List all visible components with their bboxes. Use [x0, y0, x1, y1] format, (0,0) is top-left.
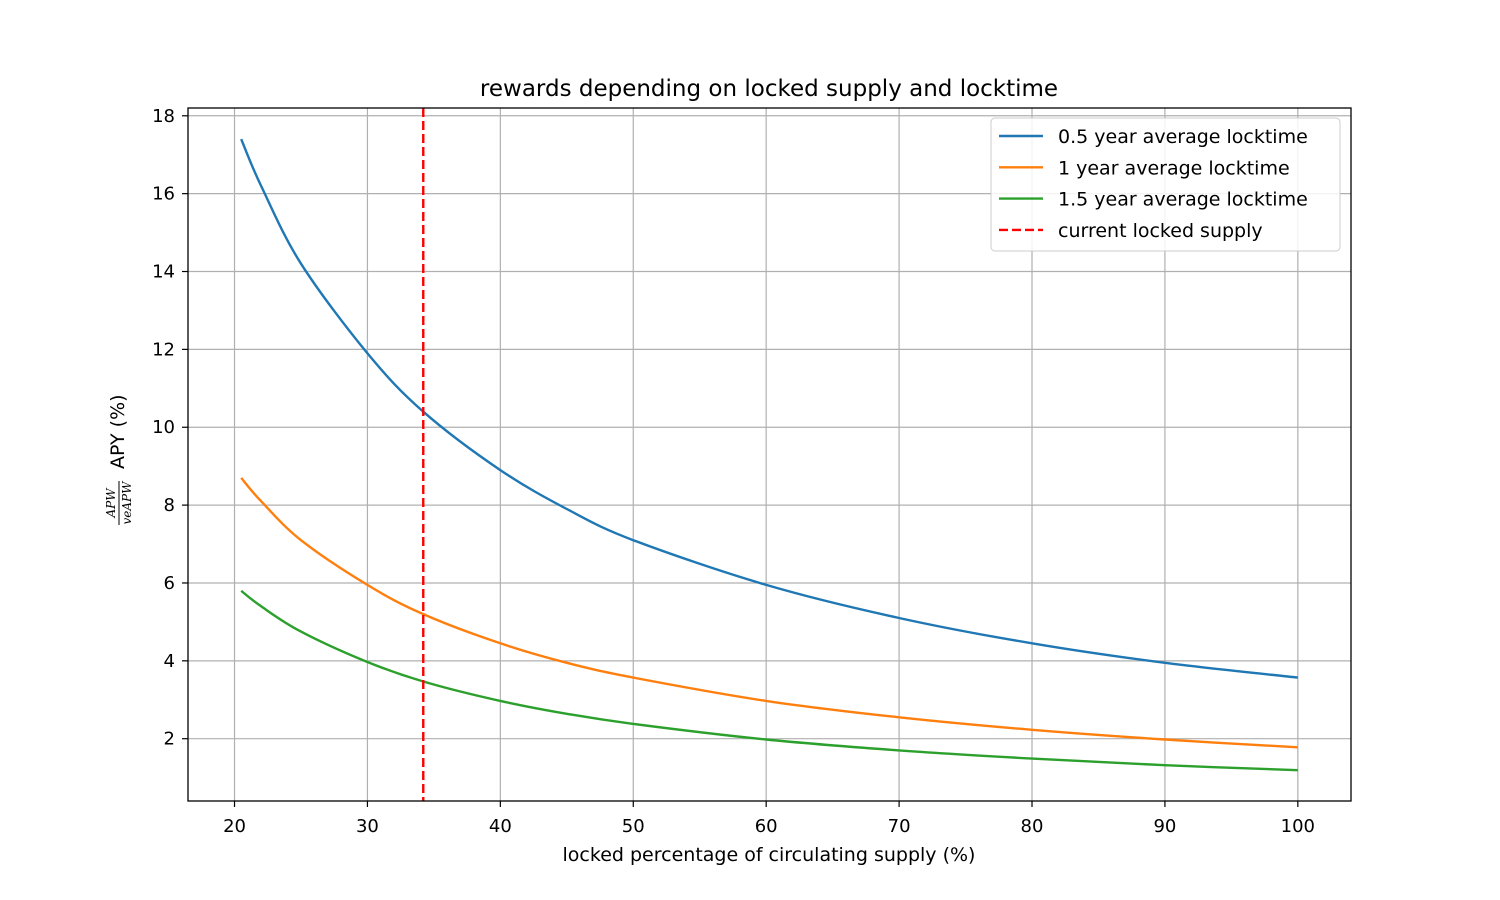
x-axis-title: locked percentage of circulating supply …	[563, 844, 976, 866]
y-tick-label: 8	[164, 495, 175, 516]
legend-item-1-5-year-average-locktime: 1.5 year average locktime	[999, 189, 1308, 211]
x-tick-label: 50	[622, 816, 645, 837]
x-tick-label: 80	[1021, 816, 1044, 837]
legend-items: 0.5 year average locktime 1 year average …	[999, 126, 1308, 242]
legend-label: current locked supply	[1058, 220, 1263, 242]
y-tick-label: 6	[164, 573, 175, 594]
y-tick-label: 10	[152, 417, 175, 438]
legend-item-1-year-average-locktime: 1 year average locktime	[999, 157, 1290, 179]
x-tick-label: 60	[755, 816, 778, 837]
series-line-1-5-year-average-locktime	[240, 589, 1298, 772]
y-tick-label: 4	[164, 651, 175, 672]
legend-label: 1 year average locktime	[1058, 157, 1290, 179]
legend-label: 0.5 year average locktime	[1058, 126, 1308, 148]
y-tick-label: 18	[152, 106, 175, 127]
x-axis: 20 30 40 50 60 70 80 90 100	[223, 801, 1315, 837]
x-tick-label: 30	[356, 816, 379, 837]
x-tick-label: 70	[888, 816, 911, 837]
x-tick-label: 40	[489, 816, 512, 837]
y-tick-label: 16	[152, 184, 175, 205]
y-axis-fraction-numerator: APW	[104, 487, 118, 519]
y-axis: 2 4 6 8 10 12 14 16 18	[152, 106, 188, 750]
y-axis-title-text: APY (%)	[107, 394, 129, 469]
y-tick-label: 12	[152, 339, 175, 360]
legend-item-0-5-year-average-locktime: 0.5 year average locktime	[999, 126, 1308, 148]
legend-item-current-locked-supply: current locked supply	[999, 220, 1263, 242]
x-tick-label: 20	[223, 816, 246, 837]
y-axis-title: APW veAPW APY (%)	[104, 394, 134, 525]
legend: 0.5 year average locktime 1 year average …	[990, 117, 1341, 252]
x-tick-label: 90	[1153, 816, 1176, 837]
y-tick-label: 14	[152, 262, 175, 283]
series-line-0-5-year-average-locktime	[240, 138, 1298, 679]
x-tick-label: 100	[1281, 816, 1315, 837]
series-layer	[240, 108, 1298, 801]
y-axis-fraction-denominator: veAPW	[120, 480, 134, 525]
legend-box	[990, 117, 1341, 252]
series-line-1-year-average-locktime	[240, 477, 1298, 749]
plot-frame	[187, 107, 1352, 802]
legend-label: 1.5 year average locktime	[1058, 189, 1308, 211]
y-tick-label: 2	[164, 729, 175, 750]
chart-title: rewards depending on locked supply and l…	[480, 76, 1058, 102]
